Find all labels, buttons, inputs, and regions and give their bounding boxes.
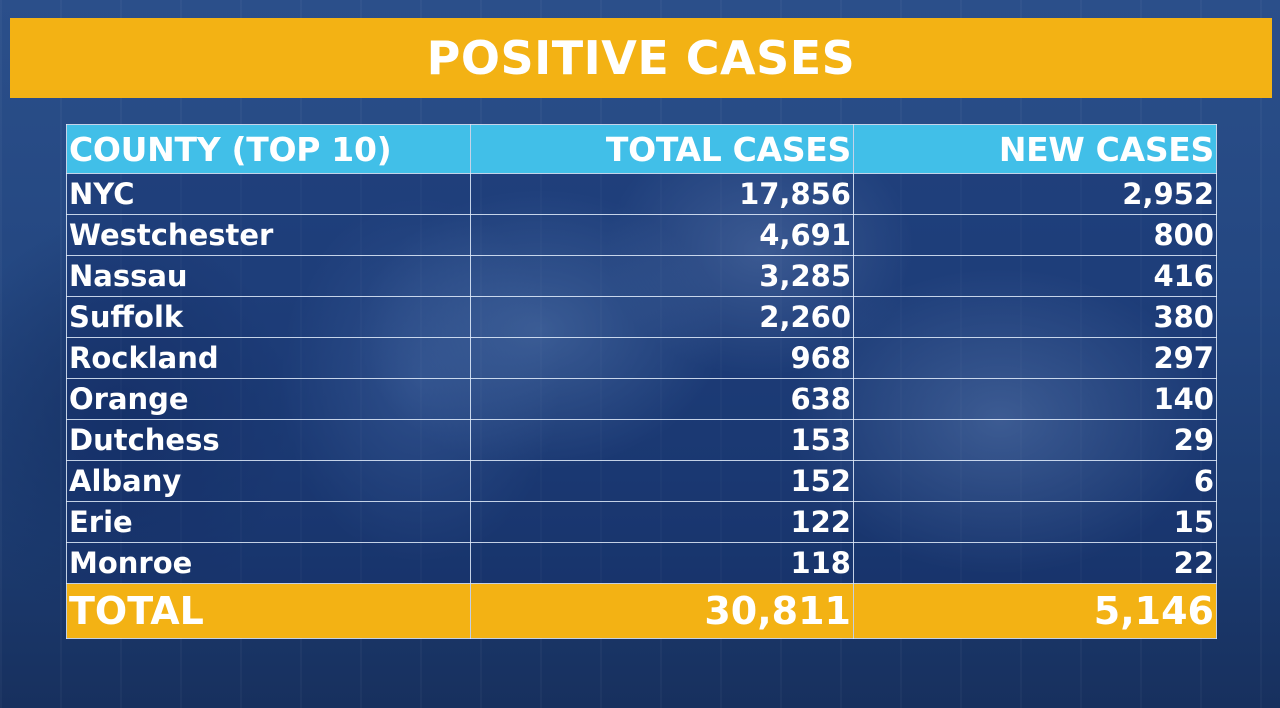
total-cases-cell: 152 bbox=[470, 460, 854, 502]
table-row: Suffolk 2,260 380 bbox=[66, 296, 1217, 338]
county-cell: Monroe bbox=[66, 542, 471, 584]
header-county: COUNTY (TOP 10) bbox=[66, 124, 471, 174]
table-row: NYC 17,856 2,952 bbox=[66, 173, 1217, 215]
new-cases-cell: 29 bbox=[853, 419, 1217, 461]
total-row: TOTAL 30,811 5,146 bbox=[66, 583, 1217, 639]
new-cases-sum: 5,146 bbox=[853, 583, 1217, 639]
new-cases-cell: 297 bbox=[853, 337, 1217, 379]
new-cases-cell: 22 bbox=[853, 542, 1217, 584]
county-cell: Orange bbox=[66, 378, 471, 420]
table-row: Orange 638 140 bbox=[66, 378, 1217, 420]
total-cases-cell: 118 bbox=[470, 542, 854, 584]
new-cases-cell: 6 bbox=[853, 460, 1217, 502]
county-cell: NYC bbox=[66, 173, 471, 215]
county-cell: Dutchess bbox=[66, 419, 471, 461]
county-cell: Albany bbox=[66, 460, 471, 502]
new-cases-cell: 140 bbox=[853, 378, 1217, 420]
county-cell: Rockland bbox=[66, 337, 471, 379]
total-cases-sum: 30,811 bbox=[470, 583, 854, 639]
table-row: Nassau 3,285 416 bbox=[66, 255, 1217, 297]
title-banner: POSITIVE CASES bbox=[10, 18, 1272, 98]
cases-table: COUNTY (TOP 10) TOTAL CASES NEW CASES NY… bbox=[66, 124, 1217, 639]
total-cases-cell: 17,856 bbox=[470, 173, 854, 215]
new-cases-cell: 2,952 bbox=[853, 173, 1217, 215]
new-cases-cell: 380 bbox=[853, 296, 1217, 338]
banner-title: POSITIVE CASES bbox=[426, 31, 856, 85]
county-cell: Erie bbox=[66, 501, 471, 543]
total-cases-cell: 3,285 bbox=[470, 255, 854, 297]
table-row: Dutchess 153 29 bbox=[66, 419, 1217, 461]
total-cases-cell: 968 bbox=[470, 337, 854, 379]
table-row: Westchester 4,691 800 bbox=[66, 214, 1217, 256]
county-cell: Nassau bbox=[66, 255, 471, 297]
county-cell: Suffolk bbox=[66, 296, 471, 338]
header-total-cases: TOTAL CASES bbox=[470, 124, 854, 174]
table-row: Rockland 968 297 bbox=[66, 337, 1217, 379]
header-new-cases: NEW CASES bbox=[853, 124, 1217, 174]
total-cases-cell: 122 bbox=[470, 501, 854, 543]
new-cases-cell: 800 bbox=[853, 214, 1217, 256]
total-cases-cell: 2,260 bbox=[470, 296, 854, 338]
total-cases-cell: 638 bbox=[470, 378, 854, 420]
new-cases-cell: 416 bbox=[853, 255, 1217, 297]
total-label: TOTAL bbox=[66, 583, 471, 639]
county-cell: Westchester bbox=[66, 214, 471, 256]
table-header-row: COUNTY (TOP 10) TOTAL CASES NEW CASES bbox=[66, 124, 1217, 174]
new-cases-cell: 15 bbox=[853, 501, 1217, 543]
table-row: Albany 152 6 bbox=[66, 460, 1217, 502]
total-cases-cell: 153 bbox=[470, 419, 854, 461]
table-row: Erie 122 15 bbox=[66, 501, 1217, 543]
table-row: Monroe 118 22 bbox=[66, 542, 1217, 584]
total-cases-cell: 4,691 bbox=[470, 214, 854, 256]
